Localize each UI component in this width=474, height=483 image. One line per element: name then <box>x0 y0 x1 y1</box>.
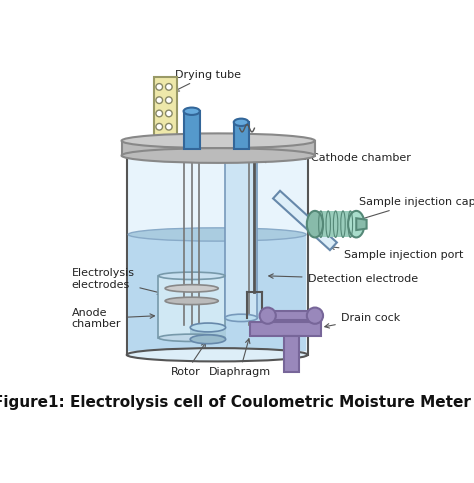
Text: Detection electrode: Detection electrode <box>269 274 418 284</box>
Polygon shape <box>128 234 306 351</box>
Circle shape <box>165 124 172 130</box>
Circle shape <box>156 110 163 117</box>
Ellipse shape <box>122 133 315 148</box>
Text: Diaphragm: Diaphragm <box>209 339 271 377</box>
Ellipse shape <box>190 335 226 344</box>
Text: Anode
chamber: Anode chamber <box>72 308 155 329</box>
Circle shape <box>165 97 172 103</box>
Circle shape <box>156 97 163 103</box>
Polygon shape <box>284 336 299 372</box>
Polygon shape <box>234 122 248 149</box>
Ellipse shape <box>128 228 306 241</box>
Polygon shape <box>356 218 366 230</box>
Polygon shape <box>250 322 321 336</box>
Ellipse shape <box>190 323 226 332</box>
Ellipse shape <box>183 108 200 115</box>
Text: Drain cock: Drain cock <box>325 313 400 328</box>
Ellipse shape <box>348 211 365 238</box>
Circle shape <box>156 124 163 130</box>
Ellipse shape <box>225 153 257 160</box>
Ellipse shape <box>127 348 308 361</box>
Ellipse shape <box>122 148 315 163</box>
Text: Electrolysis
electrodes: Electrolysis electrodes <box>72 268 162 295</box>
Circle shape <box>307 308 323 324</box>
Text: Drying tube: Drying tube <box>174 70 241 91</box>
Polygon shape <box>154 77 177 144</box>
Polygon shape <box>315 211 356 238</box>
Text: Sample injection cap: Sample injection cap <box>356 197 474 222</box>
Ellipse shape <box>158 272 225 280</box>
Polygon shape <box>225 156 257 318</box>
Polygon shape <box>273 191 337 250</box>
Text: Figure1: Electrolysis cell of Coulometric Moisture Meter: Figure1: Electrolysis cell of Coulometri… <box>0 395 471 410</box>
Ellipse shape <box>158 334 225 341</box>
Polygon shape <box>190 327 226 339</box>
Ellipse shape <box>225 314 257 322</box>
Polygon shape <box>122 141 315 156</box>
Ellipse shape <box>127 145 308 158</box>
Ellipse shape <box>165 297 218 305</box>
Text: Rotor: Rotor <box>171 342 206 377</box>
Polygon shape <box>127 152 308 355</box>
Text: Cathode chamber: Cathode chamber <box>261 153 411 163</box>
Circle shape <box>165 84 172 90</box>
Polygon shape <box>268 311 315 320</box>
Circle shape <box>260 308 276 324</box>
Circle shape <box>156 84 163 90</box>
Ellipse shape <box>307 211 323 238</box>
Polygon shape <box>158 276 225 338</box>
Polygon shape <box>183 111 200 149</box>
Ellipse shape <box>165 284 218 292</box>
Circle shape <box>165 110 172 117</box>
Ellipse shape <box>234 119 248 126</box>
Text: Sample injection port: Sample injection port <box>330 245 464 260</box>
